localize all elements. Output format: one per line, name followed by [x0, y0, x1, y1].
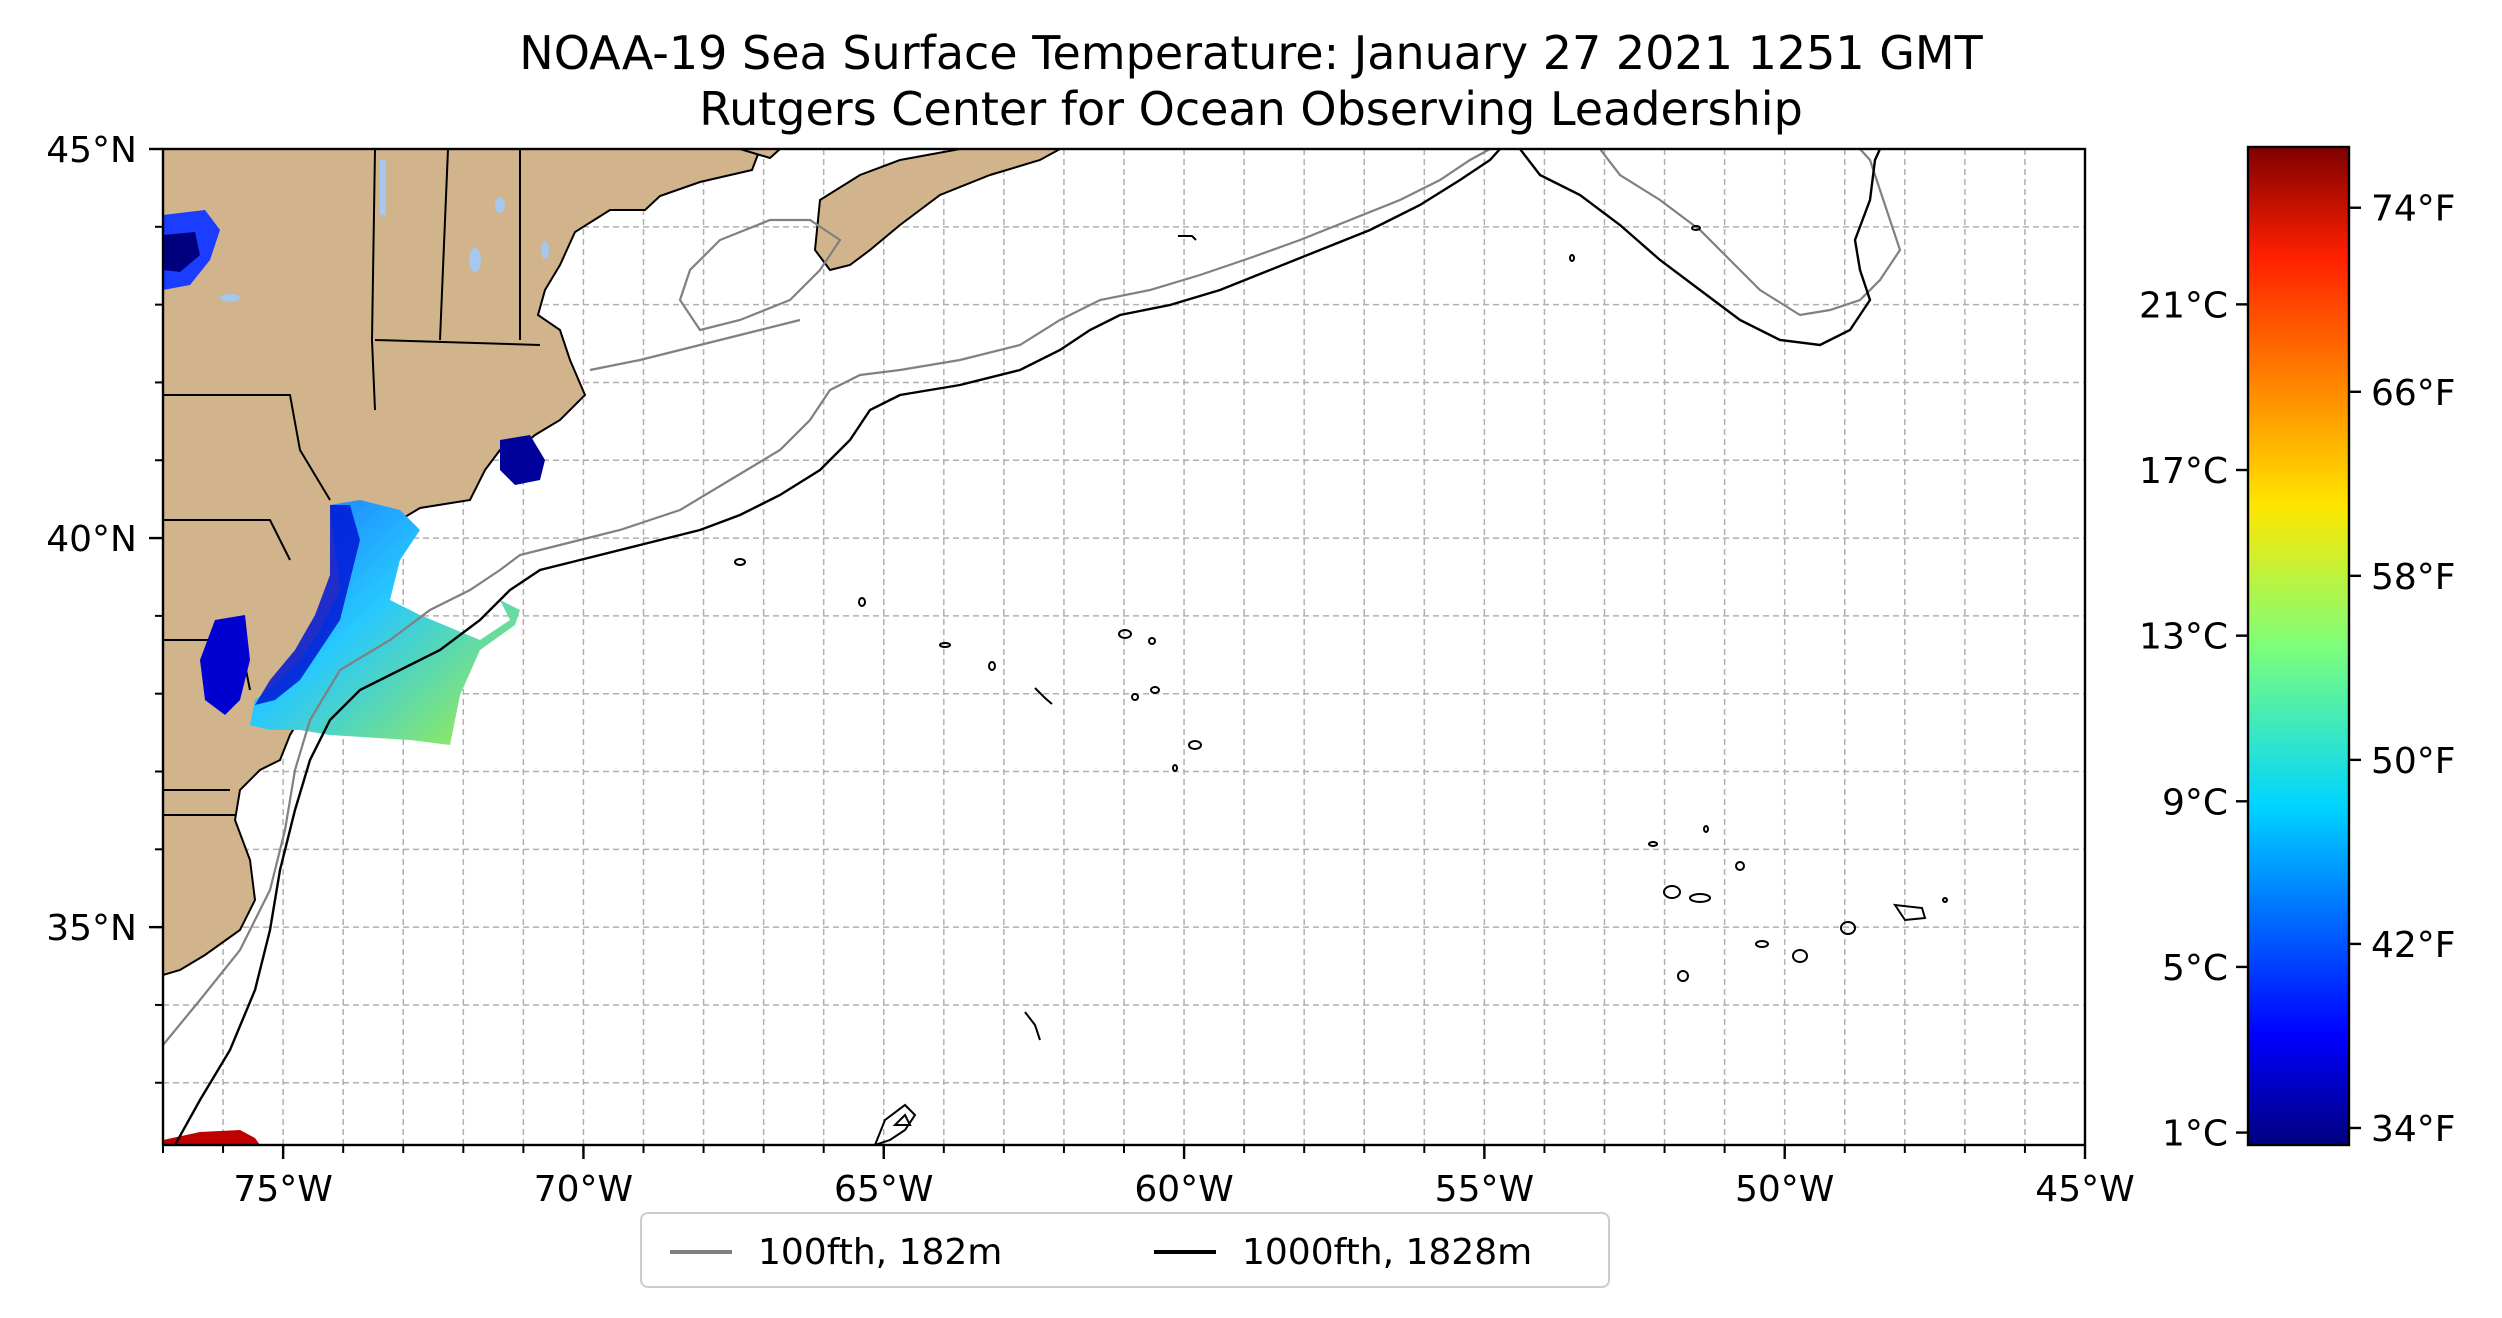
colorbar-label-celsius: 5°C — [2162, 948, 2228, 989]
lon-tick-label: 45°W — [2035, 1169, 2134, 1210]
sst-patch-north-core — [163, 232, 200, 272]
sst-patch-bay — [200, 615, 250, 715]
colorbar-label-celsius: 13°C — [2139, 617, 2228, 658]
legend-label-100fth: 100fth, 182m — [758, 1231, 1003, 1273]
colorbar-label-celsius: 17°C — [2139, 451, 2228, 492]
contour-100fth — [163, 149, 1902, 1046]
colorbar: 1°C 5°C 9°C 13°C 17°C 21°C 34°F 42°F 50°F 58°F 66°… — [2139, 145, 2456, 1155]
land-north — [739, 149, 782, 160]
colorbar-ticks: 1°C 5°C 9°C 13°C 17°C 21°C 34°F 42°F 50°F 58°F 66°… — [2139, 189, 2455, 1155]
contour-legend: 100fth, 182m 1000fth, 1828m — [640, 1212, 1610, 1288]
legend-swatch-1000fth — [1154, 1250, 1216, 1254]
lat-tick-label: 40°N — [46, 519, 137, 560]
colorbar-label-fahrenheit: 66°F — [2371, 373, 2456, 414]
map-axes: 75°W 70°W 65°W 60°W 55°W 50°W 45°W 45°N 40°N 35°N — [46, 130, 2134, 1210]
legend-swatch-100fth — [670, 1250, 732, 1254]
lon-tick-label: 70°W — [534, 1169, 633, 1210]
colorbar-label-fahrenheit: 50°F — [2371, 741, 2456, 782]
lat-tick-label: 45°N — [46, 130, 137, 171]
map-title: NOAA-19 Sea Surface Temperature: January… — [519, 26, 1983, 80]
sst-patch-south — [163, 1130, 260, 1145]
lon-tick-label: 65°W — [834, 1169, 933, 1210]
lat-tick-label: 35°N — [46, 908, 137, 949]
land-mass — [163, 149, 762, 977]
lakes — [220, 160, 549, 302]
sst-swath — [250, 500, 520, 745]
colorbar-label-celsius: 9°C — [2162, 782, 2228, 823]
map-subtitle: Rutgers Center for Ocean Observing Leade… — [699, 82, 1803, 136]
lon-tick-label: 75°W — [233, 1169, 332, 1210]
lon-tick-label: 60°W — [1134, 1169, 1233, 1210]
colorbar-label-celsius: 1°C — [2162, 1114, 2228, 1155]
colorbar-label-fahrenheit: 74°F — [2371, 189, 2456, 230]
lon-tick-label: 55°W — [1435, 1169, 1534, 1210]
land-maritimes — [813, 149, 1061, 272]
contour-1000fth — [173, 149, 1882, 1145]
legend-label-1000fth: 1000fth, 1828m — [1242, 1231, 1533, 1273]
sst-swath-cold — [255, 505, 360, 705]
colorbar-label-celsius: 21°C — [2139, 285, 2228, 326]
colorbar-label-fahrenheit: 42°F — [2371, 925, 2456, 966]
colorbar-label-fahrenheit: 58°F — [2371, 557, 2456, 598]
colorbar-gradient — [2246, 145, 2351, 1147]
lon-tick-label: 50°W — [1735, 1169, 1834, 1210]
sst-patch-coastal — [500, 435, 545, 485]
seamounts — [734, 225, 1948, 1145]
legend-item-100fth: 100fth, 182m — [670, 1231, 1003, 1273]
colorbar-label-fahrenheit: 34°F — [2371, 1109, 2456, 1150]
legend-item-1000fth: 1000fth, 1828m — [1154, 1231, 1533, 1273]
